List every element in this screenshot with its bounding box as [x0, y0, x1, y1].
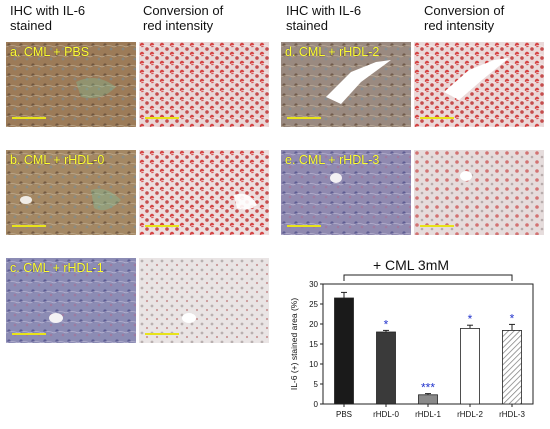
scale-bar	[145, 117, 179, 119]
y-tick-label: 25	[309, 300, 318, 309]
micrograph-b-ihc: b. CML + rHDL-0	[6, 150, 136, 235]
micrograph-c-red	[139, 258, 269, 343]
tissue-texture	[139, 42, 269, 127]
micrograph-a-ihc: a. CML + PBS	[6, 42, 136, 127]
plot-area: 0 5 10 15 20 25 30 PBS rHDL-0 * rHDL-1 *** rHDL-2 * rH…	[309, 280, 534, 419]
panel-label-d: d. CML + rHDL-2	[285, 45, 380, 59]
y-tick-label: 15	[309, 340, 318, 349]
scale-bar	[145, 225, 179, 227]
micrograph-a-red	[139, 42, 269, 127]
x-tick-label: rHDL-0	[373, 410, 399, 419]
tissue-texture	[6, 42, 136, 127]
x-tick-label: rHDL-1	[415, 410, 441, 419]
chart-container: + CML 3mM IL-6 (+) stained area (%) 0 5 10…	[283, 256, 547, 424]
bar	[460, 328, 480, 405]
bar	[418, 394, 438, 405]
significance-marker: *	[468, 312, 473, 326]
y-axis-label: IL-6 (+) stained area (%)	[289, 298, 299, 391]
tissue-texture	[139, 258, 269, 343]
panel-label-e: e. CML + rHDL-3	[285, 153, 380, 167]
tissue-texture	[414, 150, 544, 235]
micrograph-e-ihc: e. CML + rHDL-3	[281, 150, 411, 235]
x-tick-label: PBS	[336, 410, 352, 419]
header-right-ihc: IHC with IL-6 stained	[286, 3, 362, 33]
y-tick-label: 30	[309, 280, 318, 289]
micrograph-c-ihc: c. CML + rHDL-1	[6, 258, 136, 343]
header-right-conversion: Conversion of red intensity	[424, 3, 505, 33]
header-left-conversion: Conversion of red intensity	[143, 3, 224, 33]
tissue-texture	[414, 42, 544, 127]
panel-label-c: c. CML + rHDL-1	[10, 261, 104, 275]
tissue-texture	[281, 42, 411, 127]
tissue-texture	[139, 150, 269, 235]
tissue-texture	[281, 150, 411, 235]
significance-marker: ***	[421, 381, 435, 395]
y-tick-label: 0	[314, 400, 319, 409]
significance-marker: *	[510, 311, 515, 325]
y-tick-label: 20	[309, 320, 318, 329]
micrograph-b-red	[139, 150, 269, 235]
y-tick-label: 10	[309, 360, 318, 369]
micrograph-e-red	[414, 150, 544, 235]
scale-bar	[12, 225, 46, 227]
scale-bar	[12, 333, 46, 335]
bar	[502, 330, 522, 405]
panel-label-b: b. CML + rHDL-0	[10, 153, 105, 167]
significance-marker: *	[384, 317, 389, 331]
bar	[376, 331, 396, 405]
tissue-texture	[6, 150, 136, 235]
bar	[334, 297, 354, 405]
tissue-texture	[6, 258, 136, 343]
header-left-ihc: IHC with IL-6 stained	[10, 3, 86, 33]
comparison-bracket	[343, 274, 513, 281]
scale-bar	[145, 333, 179, 335]
bar-chart: + CML 3mM IL-6 (+) stained area (%) 0 5 10…	[289, 257, 534, 419]
scale-bar	[287, 117, 321, 119]
micrograph-d-red	[414, 42, 544, 127]
micrograph-d-ihc: d. CML + rHDL-2	[281, 42, 411, 127]
x-tick-label: rHDL-3	[499, 410, 525, 419]
scale-bar	[420, 225, 454, 227]
panel-label-a: a. CML + PBS	[10, 45, 90, 59]
scale-bar	[12, 117, 46, 119]
scale-bar	[287, 225, 321, 227]
scale-bar	[420, 117, 454, 119]
x-tick-label: rHDL-2	[457, 410, 483, 419]
chart-title: + CML 3mM	[373, 257, 449, 273]
y-tick-label: 5	[314, 380, 319, 389]
